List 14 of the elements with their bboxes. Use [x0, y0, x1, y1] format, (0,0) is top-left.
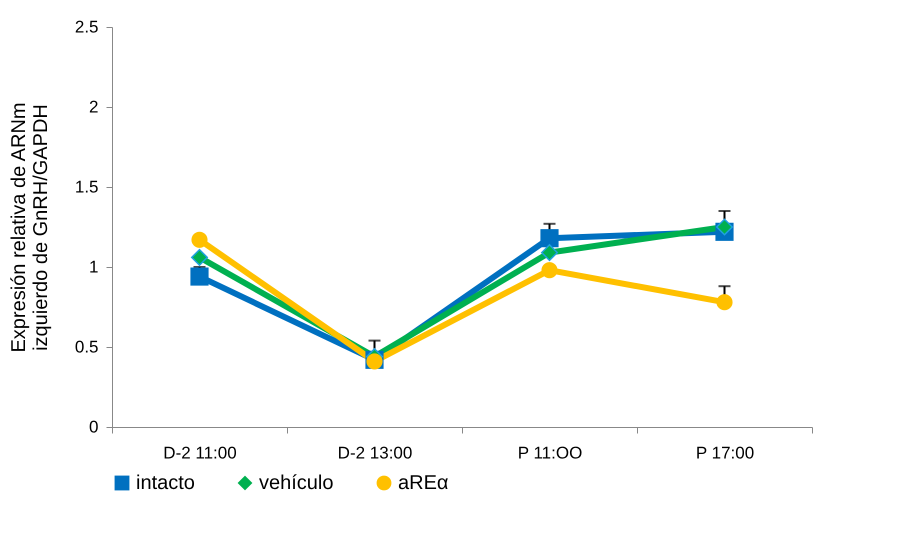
x-tick-label: P 17:00 [696, 444, 754, 462]
y-tick-label: 0 [89, 418, 98, 436]
y-axis-title: Expresión relativa de ARNm izquierdo de GnRH/GAPDH [8, 102, 52, 353]
y-tick-label: 0.5 [74, 338, 98, 356]
legend-label: intacto [136, 472, 195, 494]
y-tick-label: 1 [89, 258, 98, 276]
legend-label: aREα [398, 472, 448, 494]
x-tick-label: D-2 13:00 [338, 444, 412, 462]
y-tick-label: 2 [89, 98, 98, 116]
y-tick-label: 2.5 [74, 18, 98, 36]
x-tick-label: D-2 11:00 [163, 444, 237, 462]
x-tick-label: P 11:OO [518, 444, 582, 462]
legend-label: vehículo [259, 472, 334, 494]
y-tick-label: 1.5 [74, 178, 98, 196]
